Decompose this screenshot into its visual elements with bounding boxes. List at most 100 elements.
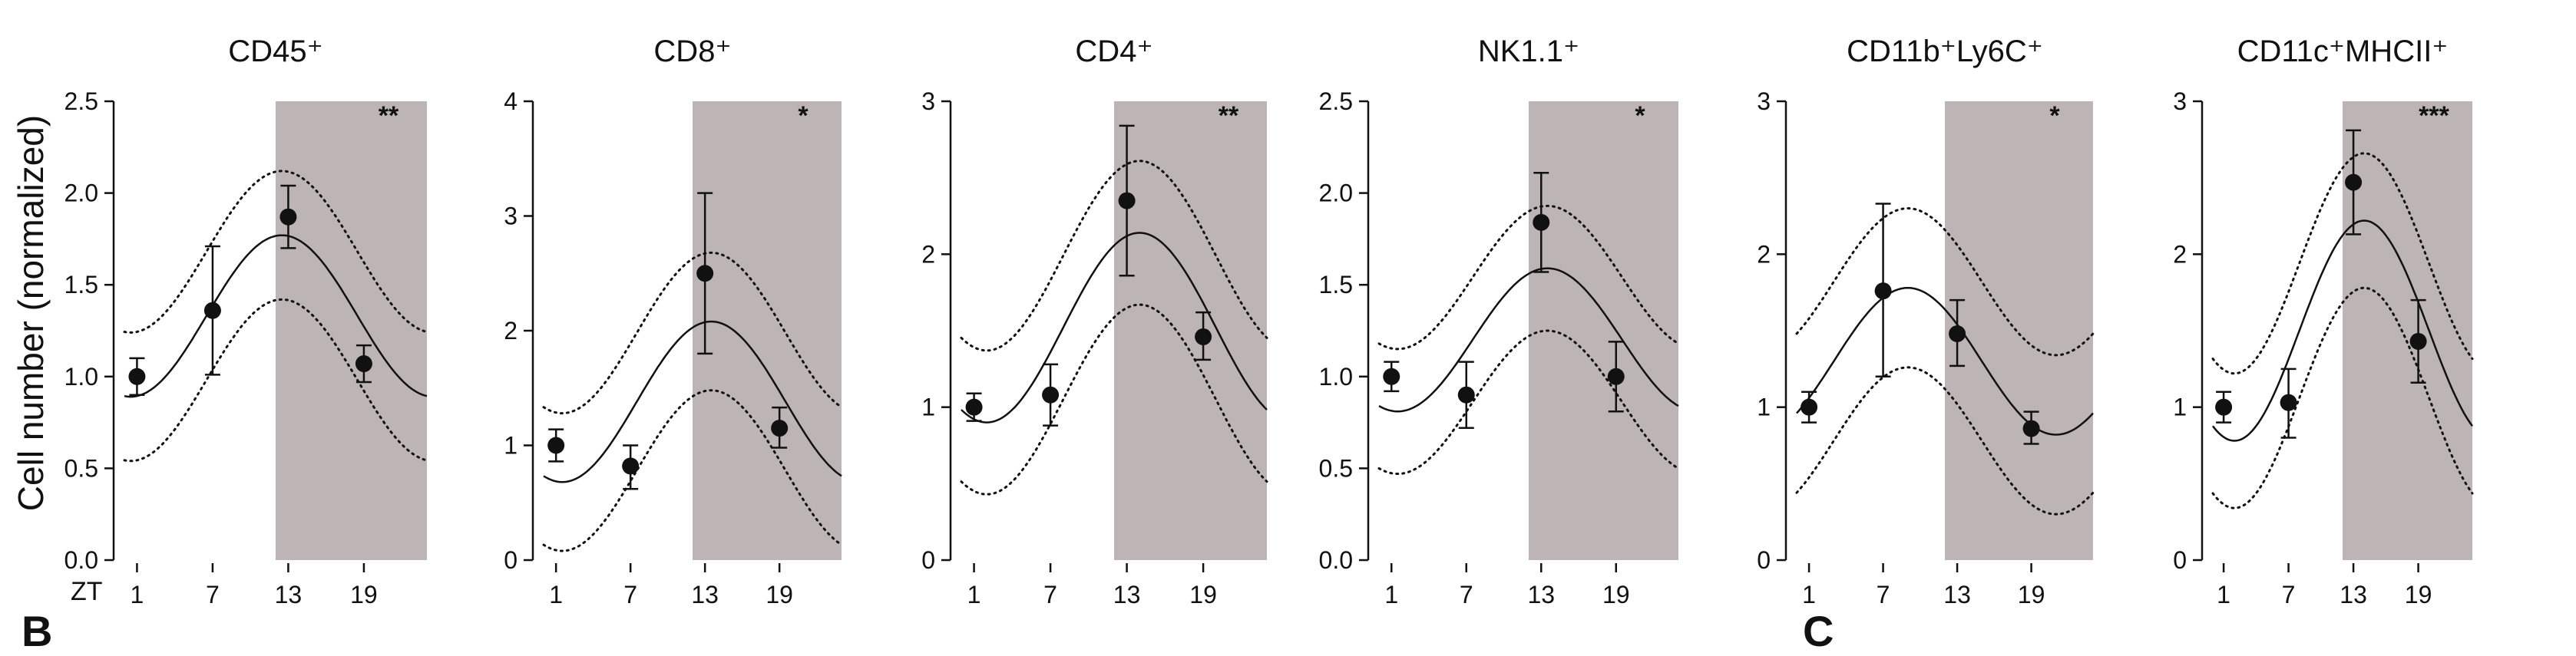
data-point — [622, 457, 640, 475]
y-tick-label: 1 — [504, 432, 518, 460]
x-tick-label: 1 — [131, 581, 144, 608]
dark-phase-shading — [693, 101, 842, 560]
y-tick-label: 0 — [921, 546, 935, 574]
x-tick-label: 13 — [1113, 581, 1141, 608]
y-tick-label: 1.5 — [64, 271, 98, 298]
data-point — [547, 437, 565, 454]
x-tick-label: 13 — [275, 581, 303, 608]
y-tick-label: 3 — [2173, 87, 2187, 115]
chart-title: CD8⁺ — [653, 35, 731, 68]
ci-upper-line — [1377, 204, 1680, 351]
chart-panel-2: CD8⁺ * 0 1 2 3 4 1 7 13 19 — [504, 35, 843, 608]
chart-panel-4: NK1.1⁺ * 0.0 0.5 1.0 1.5 2.0 2.5 1 7 13 19 — [1319, 35, 1680, 608]
ci-lower-line — [1377, 329, 1680, 475]
data-point — [203, 302, 221, 319]
cosinor-fit-line — [1796, 286, 2094, 436]
y-tick-label: 2 — [2173, 240, 2187, 268]
data-point — [1533, 213, 1550, 231]
zt-axis-label: ZT — [71, 577, 103, 606]
x-tick-label: 1 — [967, 581, 981, 608]
x-tick-label: 19 — [1602, 581, 1630, 608]
panel-letter-c: C — [1803, 607, 1834, 655]
x-tick-label: 13 — [2340, 581, 2367, 608]
x-tick-label: 19 — [2018, 581, 2045, 608]
x-tick-label: 7 — [1460, 581, 1473, 608]
ci-lower-line — [1795, 366, 2095, 516]
y-tick-label: 2.5 — [1319, 87, 1353, 115]
y-tick-label: 3 — [1757, 87, 1771, 115]
chart-title: CD11b⁺Ly6C⁺ — [1847, 35, 2043, 68]
data-point — [1457, 386, 1475, 404]
y-tick-label: 1.0 — [64, 363, 98, 391]
x-tick-label: 13 — [691, 581, 719, 608]
chart-panel-5: CD11b⁺Ly6C⁺ * 0 1 2 3 1 7 13 19 — [1757, 35, 2095, 608]
y-tick-label: 0.5 — [1319, 454, 1353, 482]
x-tick-label: 19 — [1189, 581, 1217, 608]
y-tick-label: 1 — [1757, 394, 1771, 421]
x-tick-label: 1 — [549, 581, 563, 608]
y-tick-label: 1 — [921, 394, 935, 421]
data-point — [1042, 386, 1060, 404]
ci-upper-line — [960, 160, 1268, 352]
data-point — [2022, 420, 2040, 437]
significance-marker: * — [2049, 101, 2060, 130]
ci-lower-line — [123, 298, 428, 463]
x-tick-label: 19 — [350, 581, 378, 608]
chart-title: CD11c⁺MHCII⁺ — [2237, 35, 2449, 68]
x-tick-label: 13 — [1943, 581, 1971, 608]
charts-svg: CD45⁺**0.00.51.01.52.02.51 7 13 19CD8⁺*0123… — [64, 35, 2474, 608]
y-tick-label: 0 — [1757, 546, 1771, 574]
ci-lower-line — [542, 389, 843, 552]
ci-upper-line — [123, 170, 428, 334]
panel-letter-b: B — [21, 607, 53, 655]
x-tick-label: 7 — [623, 581, 637, 608]
y-tick-label: 0 — [2173, 546, 2187, 574]
y-tick-label: 0.0 — [64, 546, 98, 574]
x-tick-label: 1 — [1384, 581, 1398, 608]
data-point — [2215, 398, 2233, 416]
x-tick-label: 7 — [1043, 581, 1057, 608]
data-point — [1949, 325, 1966, 342]
cosinor-fit-line — [961, 232, 1268, 424]
data-point — [1118, 192, 1136, 209]
significance-marker: * — [1635, 101, 1645, 130]
dark-phase-shading — [1114, 101, 1267, 560]
data-point — [355, 355, 372, 373]
y-tick-label: 1.5 — [1319, 271, 1353, 298]
significance-marker: * — [798, 101, 809, 130]
data-point — [128, 368, 146, 385]
significance-marker: ** — [379, 101, 399, 130]
x-tick-label: 7 — [206, 581, 220, 608]
ci-upper-line — [2211, 152, 2474, 375]
y-tick-label: 3 — [504, 203, 518, 230]
ci-lower-line — [2211, 286, 2474, 509]
chart-panel-1: CD45⁺ ** 0.0 0.5 1.0 1.5 2.0 2.5 1 7 13 19 — [64, 35, 428, 608]
data-point — [1874, 282, 1892, 300]
data-point — [2345, 173, 2363, 191]
y-tick-label: 0.0 — [1319, 546, 1353, 574]
data-point — [965, 398, 983, 416]
chart-panel-6: CD11c⁺MHCII⁺ *** 0 1 2 3 1 7 13 19 — [2173, 35, 2474, 608]
y-tick-label: 0.5 — [64, 454, 98, 482]
ci-lower-line — [960, 303, 1268, 496]
significance-marker: *** — [2419, 101, 2449, 130]
y-tick-label: 1.0 — [1319, 363, 1353, 391]
cosinor-fit-line — [124, 234, 428, 398]
y-tick-label: 2 — [1757, 240, 1771, 268]
data-point — [771, 420, 789, 437]
chart-title: CD4⁺ — [1075, 35, 1152, 68]
x-tick-label: 1 — [2217, 581, 2230, 608]
data-point — [2409, 332, 2427, 350]
data-point — [1195, 328, 1212, 345]
x-tick-label: 19 — [766, 581, 793, 608]
chart-title: CD45⁺ — [228, 35, 322, 68]
y-tick-label: 2.0 — [64, 180, 98, 207]
significance-marker: ** — [1219, 101, 1239, 130]
y-tick-label: 4 — [504, 87, 518, 115]
data-point — [696, 265, 714, 282]
data-point — [2280, 394, 2297, 411]
cosinor-fit-line — [1378, 267, 1679, 413]
y-tick-label: 3 — [921, 87, 935, 115]
x-tick-label: 13 — [1527, 581, 1555, 608]
cosinor-fit-line — [543, 320, 842, 483]
